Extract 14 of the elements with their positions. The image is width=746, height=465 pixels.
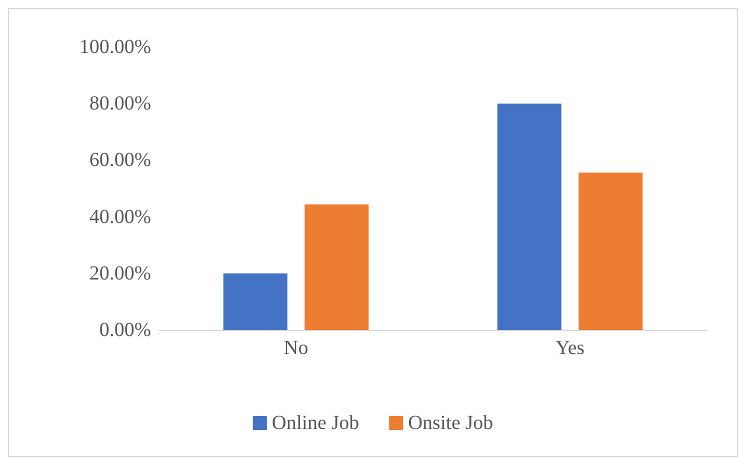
y-tick-label: 20.00% [89, 262, 151, 284]
bar [304, 204, 369, 330]
y-tick-label: 100.00% [79, 36, 151, 58]
legend-label: Online Job [272, 412, 360, 434]
y-tick-label: 80.00% [89, 92, 151, 115]
bar [223, 273, 288, 330]
y-tick-label: 60.00% [89, 149, 151, 172]
y-tick-label: 0.00% [99, 319, 151, 341]
x-tick-label: No [284, 337, 308, 359]
legend-label: Onsite Job [408, 412, 494, 434]
bar [497, 104, 562, 330]
x-tick-label: Yes [555, 337, 585, 359]
y-tick-label: 40.00% [89, 206, 151, 228]
bar [578, 172, 643, 330]
